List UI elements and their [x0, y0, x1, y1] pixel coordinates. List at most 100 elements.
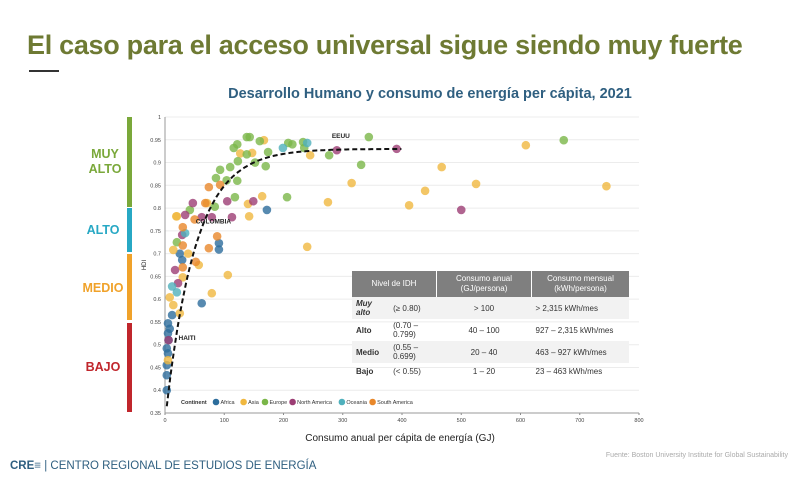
data-point-asia	[437, 162, 446, 172]
data-point-north-america	[227, 212, 237, 222]
data-point-europe	[255, 136, 265, 146]
legend-label: Asia	[248, 400, 260, 406]
org-name: CENTRO REGIONAL DE ESTUDIOS DE ENERGÍA	[50, 460, 317, 472]
data-point-asia	[207, 288, 217, 298]
level: Muy alto	[352, 297, 390, 319]
band-muy-alto	[127, 117, 132, 207]
data-point-south-america	[204, 243, 214, 253]
data-point-africa	[197, 298, 207, 308]
legend-title: Continent	[181, 400, 207, 406]
y-tick-label: 0.65	[150, 274, 161, 280]
band-label-bajo: BAJO	[85, 360, 121, 374]
x-tick-label: 300	[338, 418, 347, 424]
y-tick-label: 0.45	[150, 365, 161, 371]
y-tick-label: 0.9	[153, 161, 161, 167]
data-point-north-america	[456, 205, 466, 215]
x-tick-label: 700	[575, 418, 584, 424]
data-point-north-america	[207, 212, 217, 222]
legend-marker	[240, 398, 247, 406]
x-tick-label: 100	[220, 418, 229, 424]
table-row: Muy alto (≥ 0.80) > 100 > 2,315 kWh/mes	[352, 297, 629, 319]
annual: 1 – 20	[472, 367, 496, 376]
data-point-asia	[175, 308, 185, 318]
data-point-south-america	[190, 215, 199, 224]
data-point-south-america	[204, 182, 214, 192]
annual: 20 – 40	[436, 341, 532, 363]
table-header: Nivel de IDH	[352, 271, 438, 297]
y-tick-label: 1	[158, 115, 161, 121]
data-point-asia	[183, 249, 193, 258]
x-tick-label: 600	[516, 418, 525, 424]
legend-marker	[338, 398, 346, 406]
data-point-europe	[263, 147, 273, 157]
legend-label: Europe	[270, 400, 288, 406]
band-label-muy-alto: MUY ALTO	[88, 147, 122, 176]
data-point-asia	[223, 270, 233, 280]
x-tick-label: 500	[457, 418, 466, 424]
table-row: Alto (0.70 – 0.799) 40 – 100 927 – 2,315…	[352, 319, 629, 341]
legend-label: Africa	[221, 400, 236, 406]
data-point-north-america	[248, 196, 258, 206]
annotation-label: COLOMBIA	[196, 218, 232, 225]
data-point-south-america	[200, 198, 210, 208]
data-point-europe	[250, 158, 260, 167]
data-point-africa	[262, 205, 272, 215]
range: (0.55 – 0.699)	[389, 341, 437, 363]
data-point-asia	[347, 178, 356, 188]
data-point-europe	[364, 132, 374, 142]
range: (≥ 0.80)	[389, 297, 437, 319]
annual: > 100	[436, 297, 532, 319]
slide-title: El caso para el acceso universal sigue s…	[27, 30, 743, 60]
data-point-north-america	[188, 198, 198, 208]
range: (0.70 – 0.799)	[393, 321, 419, 339]
legend-marker	[212, 398, 220, 406]
data-point-asia	[404, 201, 414, 210]
trend-line	[165, 148, 402, 407]
data-point-asia	[163, 355, 173, 365]
legend-marker	[289, 398, 296, 406]
level: Bajo	[356, 367, 374, 376]
data-point-europe	[229, 143, 239, 153]
data-point-europe	[233, 156, 243, 166]
band-bajo	[127, 323, 132, 412]
data-point-south-america	[191, 257, 201, 267]
table-header: Consumo anual (GJ/persona)	[436, 271, 533, 297]
y-tick-label: 0.95	[150, 138, 161, 144]
data-point-asia	[471, 179, 481, 189]
data-point-africa	[177, 255, 187, 265]
monthly: 463 – 927 kWh/mes	[531, 341, 629, 363]
y-tick-label: 0.8	[153, 206, 161, 212]
data-point-africa	[162, 370, 172, 380]
annotation-label: EEUU	[332, 133, 350, 140]
band-medio	[127, 254, 132, 320]
data-point-asia	[168, 300, 178, 310]
data-point-asia	[172, 211, 182, 221]
data-point-europe	[559, 135, 569, 145]
cree-logo: CRE≡	[10, 460, 41, 472]
monthly: 927 – 2,315 kWh/mes	[535, 325, 614, 335]
annual: 40 – 100	[468, 325, 500, 335]
data-point-asia	[420, 186, 430, 196]
data-point-south-america	[212, 232, 222, 241]
legend-label: North America	[297, 400, 333, 406]
data-point-asia	[521, 140, 531, 150]
data-point-oceania	[172, 288, 182, 297]
y-tick-label: 0.55	[150, 320, 161, 326]
data-point-north-america	[180, 210, 190, 220]
data-point-europe	[230, 192, 240, 202]
y-tick-label: 0.85	[150, 183, 161, 189]
legend-marker	[369, 398, 376, 406]
data-point-europe	[215, 165, 225, 175]
data-point-north-america	[197, 212, 207, 222]
monthly: 23 – 463 kWh/mes	[535, 367, 603, 376]
y-tick-label: 0.6	[153, 297, 161, 303]
data-point-asia	[305, 150, 315, 160]
source-note: Fuente: Boston University Institute for …	[605, 452, 788, 459]
y-tick-label: 0.35	[150, 411, 161, 417]
data-point-oceania	[302, 138, 312, 148]
annotation-label: HAITI	[179, 335, 196, 342]
chart-title: Desarrollo Humano y consumo de energía p…	[228, 86, 632, 102]
data-point-north-america	[222, 196, 232, 206]
legend-marker	[261, 398, 269, 406]
x-tick-label: 0	[163, 418, 166, 424]
